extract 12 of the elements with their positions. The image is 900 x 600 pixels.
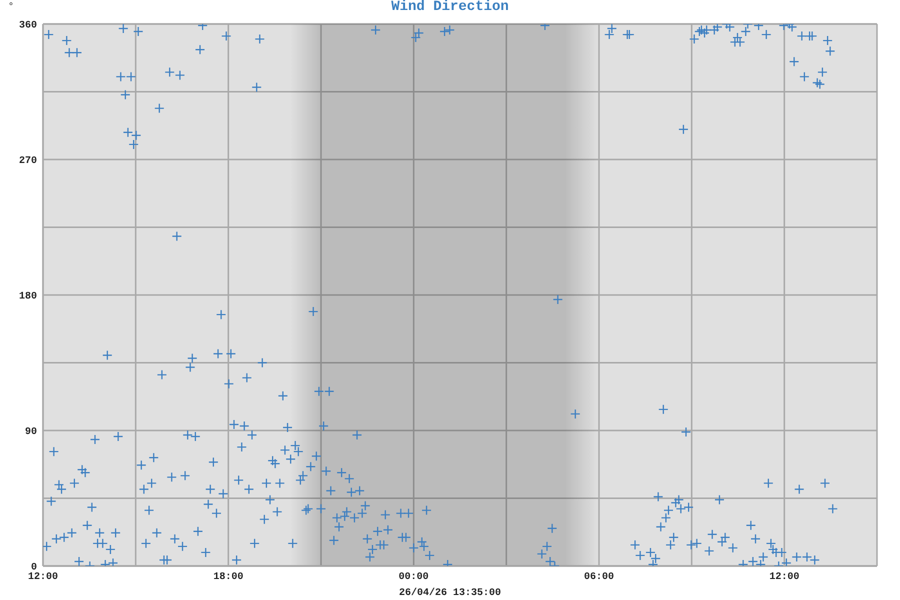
y-tick-label: 180 — [18, 292, 37, 303]
x-tick-label: 12:00 — [769, 572, 800, 584]
y-axis-title: ° — [8, 2, 14, 14]
x-axis-title: 26/04/26 13:35:00 — [398, 588, 502, 600]
x-tick-label: 18:00 — [213, 572, 244, 584]
y-tick-label: 270 — [18, 156, 37, 168]
x-tick-label: 00:00 — [398, 572, 429, 584]
y-tick-label: 90 — [24, 427, 37, 438]
chart-title: Wind Direction — [391, 0, 509, 15]
x-tick-label: 12:00 — [28, 572, 58, 584]
y-tick-label: 360 — [18, 20, 37, 32]
x-tick-label: 06:00 — [584, 572, 614, 584]
